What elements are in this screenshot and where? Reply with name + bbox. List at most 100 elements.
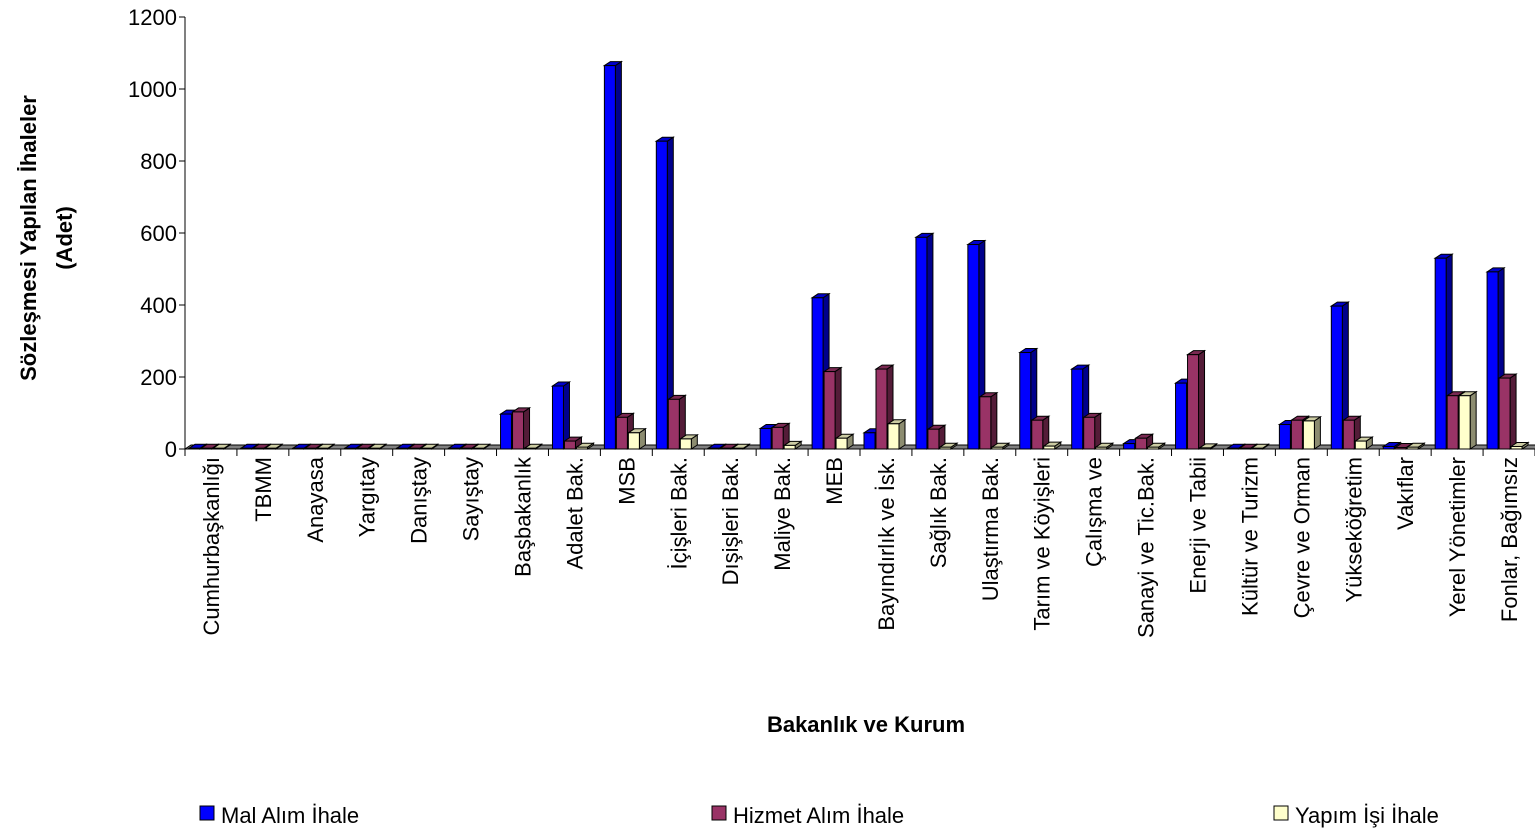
y-tick-label: 1200 xyxy=(128,5,177,30)
x-tick-label: Sanayi ve Tic.Bak. xyxy=(1134,457,1159,638)
bar-front xyxy=(1187,354,1200,450)
bar-side xyxy=(523,406,531,450)
bar-side xyxy=(926,232,934,450)
bar xyxy=(1457,390,1478,450)
x-tick-label: Anayasa xyxy=(303,456,328,542)
bars xyxy=(187,60,1530,450)
x-tick-label: Çevre ve Orman xyxy=(1289,457,1314,618)
y-tick-label: 200 xyxy=(140,365,177,390)
bar-front xyxy=(551,385,564,450)
bar xyxy=(562,436,584,450)
x-tick-label: İçişleri Bak. xyxy=(666,457,691,569)
x-tick-label: Bayındırlık ve İsk. xyxy=(874,457,899,631)
bar xyxy=(1301,415,1323,450)
bar-side xyxy=(990,391,998,450)
bar-front xyxy=(512,411,525,450)
x-tick-label: Danıştay xyxy=(407,457,432,544)
bar xyxy=(834,433,855,450)
bar-front xyxy=(783,444,796,450)
bar-front xyxy=(979,396,992,450)
bar-front xyxy=(1446,395,1459,450)
y-axis-title-line-1: Sözleşmesi Yapılan İhaleler xyxy=(16,95,41,381)
y-tick-label: 800 xyxy=(140,149,177,174)
x-tick-label: Vakıflar xyxy=(1393,457,1418,530)
axes xyxy=(179,16,1535,456)
bar-side xyxy=(614,60,622,450)
x-tick-label: Kültür ve Turizm xyxy=(1237,457,1262,616)
x-tick-label: Adalet Bak. xyxy=(562,457,587,570)
bar xyxy=(1329,301,1350,450)
bar-front xyxy=(603,65,616,450)
x-tick-label: Yükseköğretim xyxy=(1341,457,1366,603)
x-tick-label: Sağlık Bak. xyxy=(926,457,951,568)
bar-side xyxy=(898,418,906,450)
y-tick-label: 600 xyxy=(140,221,177,246)
bar-front xyxy=(1083,416,1096,450)
bar xyxy=(654,136,675,450)
x-tick-label: Dışişleri Bak. xyxy=(718,457,743,585)
legend-label-mal-alim: Mal Alım İhale xyxy=(221,803,359,828)
bar-front xyxy=(615,416,628,450)
bar-front xyxy=(1486,271,1499,450)
bar xyxy=(782,440,803,450)
y-tick-label: 400 xyxy=(140,293,177,318)
x-axis-title: Bakanlık ve Kurum xyxy=(767,712,965,737)
bar xyxy=(574,442,596,450)
x-tick-label: Başbakanlık xyxy=(511,456,536,577)
x-tick-label: Sayıştay xyxy=(459,457,484,541)
bar-front xyxy=(1302,420,1315,450)
x-tick-label: MSB xyxy=(614,457,639,505)
bar-front xyxy=(1135,437,1148,450)
bar xyxy=(990,442,1011,450)
bar xyxy=(1405,442,1426,450)
x-tick-label: Ulaştırma Bak. xyxy=(978,457,1003,601)
bar-front xyxy=(563,440,576,450)
bar-front xyxy=(667,398,680,450)
legend-swatch-yapim-isi xyxy=(1273,805,1289,821)
bar-front xyxy=(1175,382,1188,450)
bar-front xyxy=(915,236,928,450)
bar-front xyxy=(1458,395,1471,450)
x-tick-label: Fonlar, Bağımsız xyxy=(1497,457,1522,622)
bar xyxy=(626,427,648,450)
bar xyxy=(1042,441,1063,450)
bar xyxy=(1145,442,1167,450)
x-tick-label: Tarım ve Köyişleri xyxy=(1030,457,1055,631)
bar-front xyxy=(1434,257,1447,450)
legend-label-hizmet-alim: Hizmet Alım İhale xyxy=(733,803,904,828)
y-axis-title-line-2: (Adet) xyxy=(52,206,77,270)
x-tick-label: Yargıtay xyxy=(355,457,380,537)
x-tick-label: MEB xyxy=(822,457,847,505)
bar-front xyxy=(835,437,848,450)
bar-front xyxy=(500,413,513,450)
legend-swatch-hizmet-alim xyxy=(711,805,727,821)
bar-side xyxy=(1313,415,1321,450)
bar xyxy=(678,433,699,450)
bar-front xyxy=(1498,377,1511,450)
bar xyxy=(1497,373,1518,450)
bar-front xyxy=(1354,440,1367,450)
x-tick-label: TBMM xyxy=(251,457,276,522)
x-tick-label: Enerji ve Tabii xyxy=(1186,457,1211,594)
bar-front xyxy=(967,244,980,450)
bar-front xyxy=(1071,368,1084,450)
bar-side xyxy=(1198,349,1206,450)
bar-front xyxy=(1278,424,1291,450)
legend: Mal Alım İhale Hizmet Alım İhale Yapım İ… xyxy=(199,803,1439,828)
bar xyxy=(1185,349,1207,450)
bar-front xyxy=(679,438,692,450)
bar-front xyxy=(1342,419,1355,450)
x-tick-label: Yerel Yönetimler xyxy=(1445,457,1470,617)
bar-side xyxy=(1094,412,1102,450)
legend-swatch-mal-alim xyxy=(199,805,215,821)
bar-front xyxy=(655,140,668,450)
x-tick-label: Maliye Bak. xyxy=(770,457,795,571)
x-tick-label: Cumhurbaşkanlığı xyxy=(199,457,224,636)
y-tick-label: 0 xyxy=(165,437,177,462)
bar-front xyxy=(823,371,836,450)
bar xyxy=(886,418,907,450)
bar-side xyxy=(1509,373,1517,450)
bar-side xyxy=(1469,390,1477,450)
bar-front xyxy=(1290,419,1303,450)
bar xyxy=(938,442,959,450)
